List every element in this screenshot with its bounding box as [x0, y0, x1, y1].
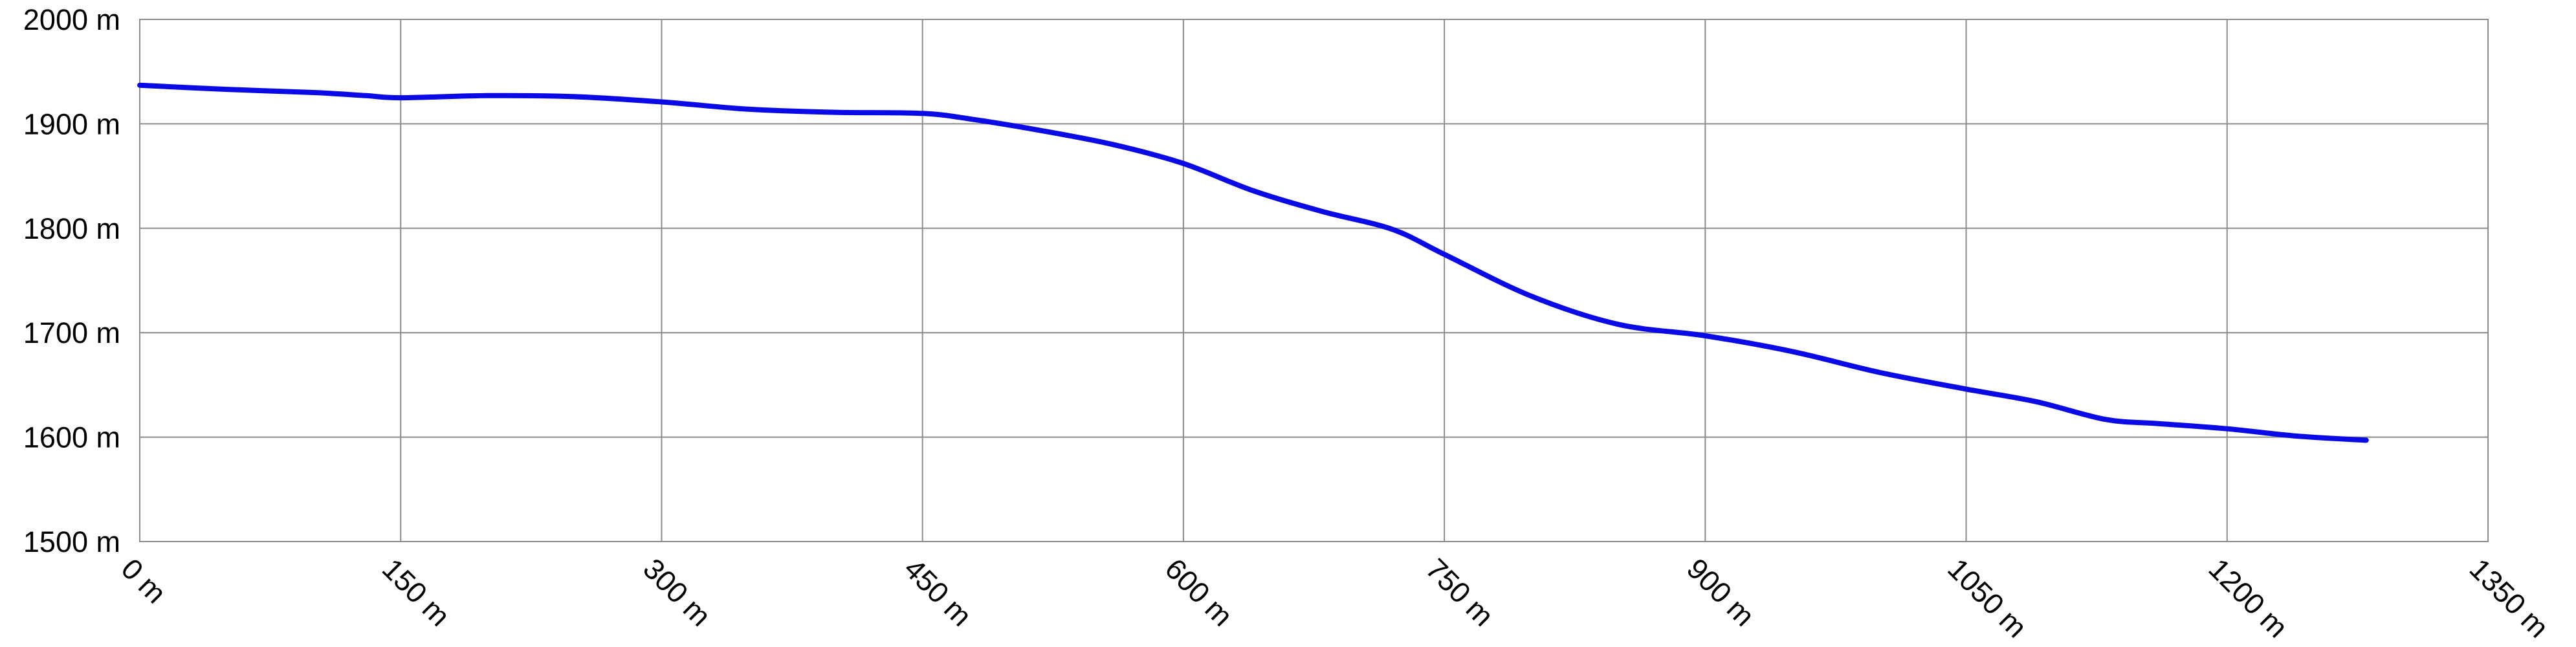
plot-area-border [139, 19, 2489, 542]
y-tick-label: 1700 m [23, 316, 120, 349]
y-tick-label: 1800 m [23, 212, 120, 245]
x-tick-label: 150 m [376, 552, 457, 633]
x-tick-label: 900 m [1680, 552, 1761, 633]
x-tick-label: 1050 m [1941, 552, 2033, 644]
y-tick-label: 1500 m [23, 525, 120, 558]
x-tick-label: 1200 m [2203, 552, 2295, 644]
x-tick-label: 600 m [1159, 552, 1240, 633]
elevation-profile-line [137, 82, 2369, 443]
y-tick-label: 2000 m [23, 3, 120, 36]
x-tick-label: 300 m [637, 552, 718, 633]
y-axis-tick-labels: 2000 m 1900 m 1800 m 1700 m 1600 m 1500 m [23, 3, 120, 558]
y-tick-label: 1600 m [23, 421, 120, 454]
y-tick-label: 1900 m [23, 107, 120, 140]
x-tick-label: 1350 m [2463, 552, 2555, 644]
x-axis-tick-labels: 0 m 150 m 300 m 450 m 600 m 750 m 900 m 1050 m 1… [115, 552, 2555, 644]
x-tick-label: 450 m [897, 552, 978, 633]
x-tick-label: 750 m [1420, 552, 1501, 633]
x-tick-label: 0 m [115, 552, 173, 609]
